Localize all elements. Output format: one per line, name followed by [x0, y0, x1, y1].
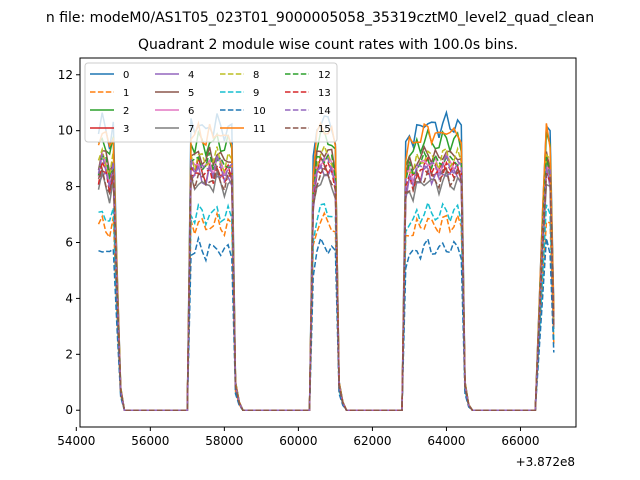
legend-label-5: 5 — [188, 88, 194, 99]
x-tick-label: 64000 — [427, 434, 465, 448]
plot-area — [97, 109, 555, 411]
legend-label-0: 0 — [123, 70, 129, 81]
series-line-4 — [97, 162, 555, 411]
legend-label-4: 4 — [188, 70, 194, 81]
legend-label-7: 7 — [188, 124, 194, 135]
axis-ticks: 54000 56000 58000 60000 62000 64000 66000 0 2 4 6 8… — [57, 68, 539, 448]
legend-label-9: 9 — [253, 88, 259, 99]
y-tick-label: 10 — [58, 124, 73, 138]
figure-suptitle: n file: modeM0/AS1T05_023T01_9000005058_… — [46, 10, 594, 26]
series-line-8 — [97, 144, 555, 411]
series-line-2 — [97, 127, 555, 411]
chart-title: Quadrant 2 module wise count rates with … — [138, 37, 518, 53]
series-line-12 — [97, 150, 555, 411]
series-line-1 — [97, 210, 555, 411]
y-tick-label: 8 — [65, 180, 73, 194]
x-axis-offset-label: +3.872e8 — [516, 455, 575, 469]
x-tick-label: 62000 — [353, 434, 391, 448]
legend-label-10: 10 — [253, 106, 266, 117]
legend-label-14: 14 — [318, 106, 331, 117]
y-tick-label: 4 — [65, 291, 73, 305]
series-line-10 — [98, 235, 555, 411]
x-tick-label: 56000 — [131, 434, 169, 448]
legend-label-3: 3 — [123, 124, 129, 135]
legend-label-1: 1 — [123, 88, 129, 99]
x-tick-label: 60000 — [279, 434, 317, 448]
series-line-9 — [98, 200, 555, 411]
series-line-13 — [97, 159, 555, 411]
legend-label-2: 2 — [123, 106, 129, 117]
legend-label-8: 8 — [253, 70, 259, 81]
series-line-3 — [98, 154, 555, 411]
x-tick-label: 58000 — [205, 434, 243, 448]
series-line-6 — [97, 150, 555, 411]
legend-label-15: 15 — [318, 124, 331, 135]
legend-label-11: 11 — [253, 124, 266, 135]
legend-box — [84, 62, 338, 143]
y-tick-label: 6 — [65, 236, 73, 250]
y-tick-label: 12 — [58, 68, 73, 82]
series-line-14 — [97, 151, 555, 411]
series-line-7 — [97, 168, 555, 411]
legend-label-13: 13 — [318, 88, 331, 99]
axes-frame — [79, 57, 577, 428]
y-tick-label: 0 — [65, 403, 73, 417]
x-tick-label: 66000 — [501, 434, 539, 448]
series-line-15 — [97, 163, 555, 411]
series-line-5 — [97, 144, 555, 411]
x-tick-label: 54000 — [57, 434, 95, 448]
legend-label-12: 12 — [318, 70, 331, 81]
y-tick-label: 2 — [65, 347, 73, 361]
legend-label-6: 6 — [188, 106, 194, 117]
